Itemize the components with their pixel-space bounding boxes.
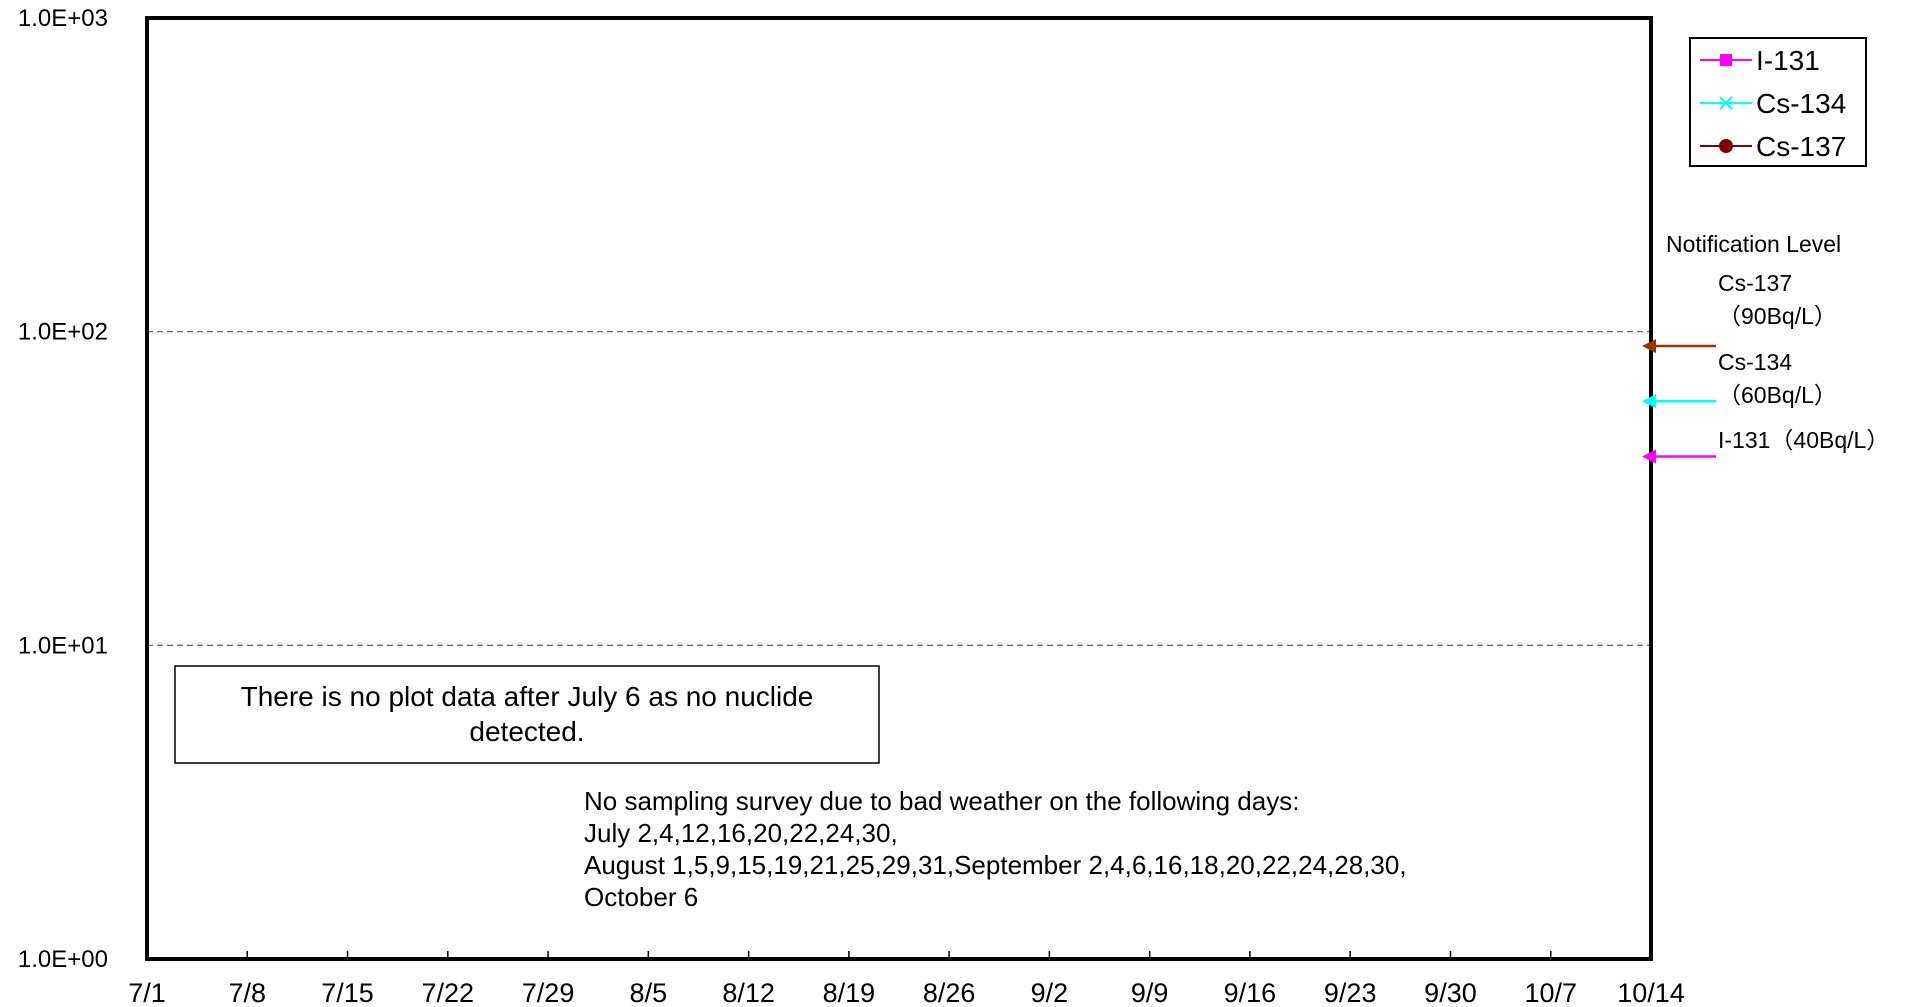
- plot-area-frame: [145, 16, 1653, 961]
- x-tick-label: 9/16: [1224, 978, 1277, 1007]
- x-tick-label: 7/22: [422, 978, 475, 1007]
- no-data-annotation-box: [174, 665, 880, 764]
- notification-label: I-131（40Bq/L）: [1718, 427, 1889, 453]
- notification-label: Cs-134: [1718, 349, 1792, 375]
- no-data-annotation: There is no plot data after July 6 as no…: [174, 665, 880, 764]
- x-tick-label: 9/9: [1131, 978, 1169, 1007]
- no-sampling-note-line-1: No sampling survey due to bad weather on…: [584, 786, 1299, 816]
- x-tick-label: 10/14: [1617, 978, 1685, 1007]
- x-tick-label: 8/19: [823, 978, 876, 1007]
- notification-level-title: Notification Level: [1666, 231, 1841, 257]
- notification-level: Notification Level Cs-137 （90Bq/L） Cs-134 （…: [1642, 231, 1889, 464]
- x-tick-label: 9/30: [1424, 978, 1477, 1007]
- legend-marker-Cs-134: [1719, 96, 1733, 110]
- legend-label-Cs-134: Cs-134: [1756, 88, 1846, 119]
- y-tick-label: 1.0E+01: [18, 632, 108, 659]
- no-data-annotation-line-2: detected.: [469, 716, 584, 747]
- no-sampling-note-line-4: October 6: [584, 882, 698, 912]
- x-tick-label: 7/15: [321, 978, 374, 1007]
- notification-arrowhead: [1642, 449, 1656, 464]
- y-tick-label: 1.0E+02: [18, 319, 108, 346]
- no-sampling-note-line-3: August 1,5,9,15,19,21,25,29,31,September…: [584, 850, 1407, 880]
- gridlines: [147, 331, 1651, 646]
- no-data-annotation-line-1: There is no plot data after July 6 as no…: [241, 681, 814, 712]
- x-axis: 7/1 7/8 7/15 7/22 7/29 8/5 8/12 8/19 8/26 9/2 9/9 9…: [128, 951, 1685, 1007]
- x-tick-label: 9/2: [1031, 978, 1069, 1007]
- no-sampling-note: No sampling survey due to bad weather on…: [584, 786, 1407, 912]
- notification-arrowhead: [1642, 339, 1656, 354]
- notification-value: （60Bq/L）: [1718, 382, 1837, 408]
- notification-arrowhead: [1642, 394, 1656, 409]
- x-tick-label: 8/26: [923, 978, 976, 1007]
- notification-value: （90Bq/L）: [1718, 303, 1837, 329]
- legend-marker-Cs-137: [1719, 139, 1733, 153]
- legend: I-131 Cs-134 Cs-137: [1689, 37, 1867, 167]
- x-tick-label: 9/23: [1324, 978, 1377, 1007]
- notification-label: Cs-137: [1718, 270, 1792, 296]
- x-tick-label: 7/29: [522, 978, 575, 1007]
- y-axis: 1.0E+00 1.0E+01 1.0E+02 1.0E+03: [18, 5, 108, 973]
- x-tick-label: 7/1: [128, 978, 166, 1007]
- x-tick-label: 8/12: [722, 978, 775, 1007]
- legend-label-Cs-137: Cs-137: [1756, 131, 1846, 162]
- y-tick-label: 1.0E+00: [18, 946, 108, 973]
- x-tick-label: 10/7: [1524, 978, 1577, 1007]
- x-tick-label: 7/8: [228, 978, 266, 1007]
- legend-label-I-131: I-131: [1756, 45, 1820, 76]
- x-tick-label: 8/5: [630, 978, 668, 1007]
- no-sampling-note-line-2: July 2,4,12,16,20,22,24,30,: [584, 818, 898, 848]
- legend-marker-I-131: [1720, 54, 1732, 66]
- y-tick-label: 1.0E+03: [18, 5, 108, 32]
